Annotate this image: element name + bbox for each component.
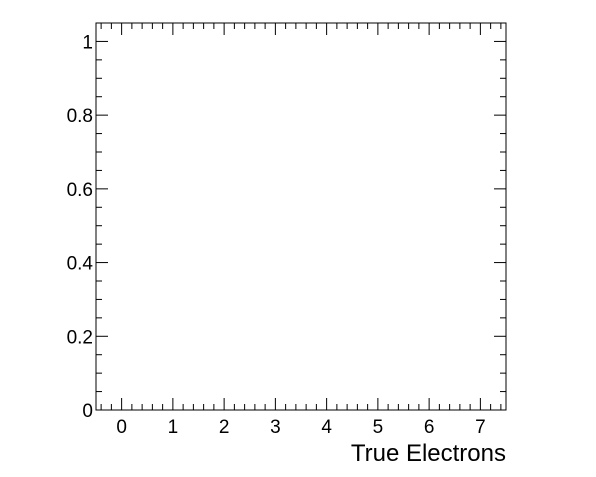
- y-tick-label: 0.8: [67, 106, 93, 127]
- x-tick-label: 0: [116, 417, 127, 438]
- x-tick-label: 1: [168, 417, 179, 438]
- x-tick-label: 6: [424, 417, 435, 438]
- y-tick-label: 0.4: [67, 254, 94, 275]
- x-tick-label: 3: [270, 417, 281, 438]
- x-axis-ticks: [100, 23, 502, 410]
- plot-frame: [95, 22, 507, 411]
- x-tick-label: 4: [321, 417, 332, 438]
- x-axis-tick-labels: 0 1 2 3 4 5 6 7: [116, 417, 485, 438]
- y-tick-label: 0.2: [67, 327, 93, 348]
- x-tick-label: 5: [373, 417, 384, 438]
- x-tick-label: 2: [219, 417, 230, 438]
- y-axis-ticks: [96, 22, 506, 411]
- y-tick-label: 0.6: [67, 180, 93, 201]
- x-tick-label: 7: [475, 417, 486, 438]
- y-axis-tick-labels: 0 0.2 0.4 0.6 0.8 1: [67, 32, 94, 422]
- x-axis-title: True Electrons: [351, 440, 506, 467]
- y-tick-label: 0: [82, 401, 93, 422]
- y-tick-label: 1: [82, 32, 93, 53]
